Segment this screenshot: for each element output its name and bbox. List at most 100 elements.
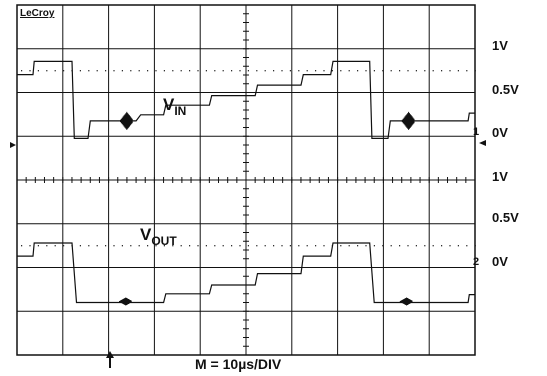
dotted-reference-mark <box>390 70 392 72</box>
dotted-reference-mark <box>382 245 384 247</box>
dotted-reference-mark <box>306 245 308 247</box>
dotted-reference-mark <box>231 70 233 72</box>
dotted-reference-mark <box>121 245 123 247</box>
dotted-reference-mark <box>365 245 367 247</box>
dotted-reference-mark <box>180 245 182 247</box>
dotted-reference-mark <box>289 245 291 247</box>
dotted-reference-mark <box>197 245 199 247</box>
scale-label-0v-top: 0V <box>492 125 508 140</box>
dotted-reference-mark <box>172 70 174 72</box>
dotted-reference-mark <box>357 245 359 247</box>
vout-ringing-burst <box>399 297 413 306</box>
dotted-reference-mark <box>121 70 123 72</box>
dotted-reference-mark <box>315 70 317 72</box>
dotted-reference-mark <box>348 245 350 247</box>
dotted-reference-mark <box>96 70 98 72</box>
vin-label-main: V <box>163 95 175 114</box>
dotted-reference-mark <box>264 245 266 247</box>
graticule <box>16 4 476 356</box>
dotted-reference-mark <box>424 245 426 247</box>
dotted-reference-mark <box>340 245 342 247</box>
dotted-reference-mark <box>415 70 417 72</box>
dotted-reference-mark <box>130 245 132 247</box>
channel-2-marker: 2 <box>473 256 479 268</box>
dotted-reference-mark <box>281 245 283 247</box>
dotted-reference-mark <box>264 70 266 72</box>
dotted-reference-mark <box>222 70 224 72</box>
vin-label: VIN <box>163 95 186 118</box>
dotted-reference-mark <box>273 70 275 72</box>
dotted-reference-mark <box>54 70 56 72</box>
dotted-reference-mark <box>315 245 317 247</box>
dotted-reference-mark <box>407 70 409 72</box>
timebase-label: M = 10µs/DIV <box>195 356 282 372</box>
dotted-reference-mark <box>432 70 434 72</box>
dotted-reference-mark <box>105 70 107 72</box>
dotted-reference-mark <box>138 245 140 247</box>
vin-trace <box>17 60 475 139</box>
dotted-reference-mark <box>163 245 165 247</box>
dotted-reference-mark <box>172 245 174 247</box>
dotted-reference-mark <box>79 70 81 72</box>
dotted-reference-mark <box>54 245 56 247</box>
vout-label-main: V <box>140 225 152 244</box>
dotted-reference-mark <box>21 70 23 72</box>
brand-label: LeCroy <box>20 8 55 19</box>
dotted-reference-mark <box>273 245 275 247</box>
dotted-reference-mark <box>197 70 199 72</box>
dotted-reference-mark <box>37 70 39 72</box>
dotted-reference-mark <box>247 70 249 72</box>
dotted-reference-mark <box>474 245 476 247</box>
dotted-reference-mark <box>239 70 241 72</box>
dotted-reference-mark <box>63 70 65 72</box>
dotted-reference-mark <box>130 70 132 72</box>
dotted-reference-mark <box>432 245 434 247</box>
dotted-reference-mark <box>466 245 468 247</box>
vout-label: VOUT <box>140 225 177 248</box>
dotted-reference-mark <box>205 70 207 72</box>
dotted-reference-mark <box>147 245 149 247</box>
dotted-reference-mark <box>256 70 258 72</box>
dotted-reference-mark <box>231 245 233 247</box>
dotted-reference-mark <box>96 245 98 247</box>
dotted-reference-mark <box>63 245 65 247</box>
left-trigger-arrow-icon <box>10 142 16 148</box>
dotted-reference-mark <box>415 245 417 247</box>
dotted-reference-mark <box>222 245 224 247</box>
scale-label-1v-top: 1V <box>492 38 508 53</box>
dotted-reference-mark <box>205 245 207 247</box>
dotted-reference-mark <box>147 70 149 72</box>
dotted-reference-mark <box>449 70 451 72</box>
vin-ringing-burst <box>120 111 133 130</box>
vout-ringing-burst <box>119 297 132 306</box>
vin-label-sub: IN <box>174 104 186 118</box>
channel-1-marker: 1 <box>473 126 479 138</box>
scale-label-05v-bottom: 0.5V <box>492 210 519 225</box>
dotted-reference-mark <box>357 70 359 72</box>
dotted-reference-mark <box>214 245 216 247</box>
dotted-reference-mark <box>348 70 350 72</box>
dotted-reference-mark <box>113 70 115 72</box>
dotted-reference-mark <box>29 70 31 72</box>
dotted-reference-mark <box>449 245 451 247</box>
dotted-reference-mark <box>424 70 426 72</box>
dotted-reference-mark <box>298 245 300 247</box>
dotted-reference-mark <box>323 245 325 247</box>
dotted-reference-mark <box>382 70 384 72</box>
dotted-reference-mark <box>138 70 140 72</box>
vout-trace <box>17 242 475 304</box>
dotted-reference-mark <box>180 70 182 72</box>
dotted-reference-mark <box>474 70 476 72</box>
dotted-reference-mark <box>29 245 31 247</box>
dotted-reference-mark <box>46 245 48 247</box>
dotted-reference-mark <box>155 70 157 72</box>
dotted-reference-mark <box>399 70 401 72</box>
dotted-reference-mark <box>457 70 459 72</box>
dotted-reference-mark <box>331 70 333 72</box>
dotted-reference-mark <box>88 245 90 247</box>
vin-ringing-burst <box>401 111 415 130</box>
dotted-reference-mark <box>256 245 258 247</box>
dotted-reference-mark <box>21 245 23 247</box>
dotted-reference-mark <box>441 245 443 247</box>
